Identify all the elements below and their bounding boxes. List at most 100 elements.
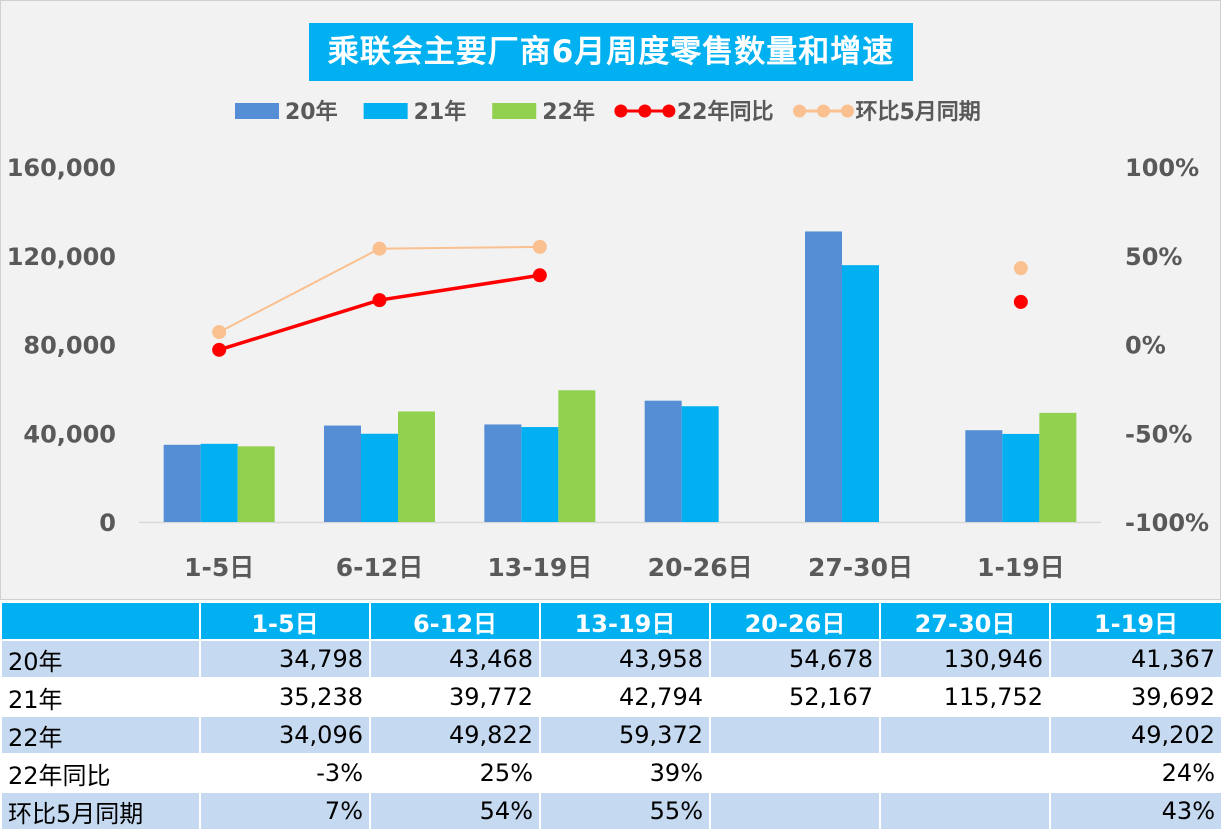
table-cell: 34,096	[199, 715, 371, 755]
y-left-tick-label: 160,000	[7, 154, 116, 182]
series-marker	[372, 293, 387, 308]
table-cell: 59,372	[539, 715, 711, 755]
table-header-row: 1-5日 6-12日 13-19日 20-26日 27-30日 1-19日	[0, 601, 1221, 641]
legend-swatch	[638, 104, 652, 118]
y-left-tick-label: 40,000	[23, 420, 116, 448]
table-row: 22年 34,096 49,822 59,372 49,202	[0, 715, 1221, 755]
legend-label: 22年	[542, 99, 595, 125]
table-row: 环比5月同期 7% 54% 55% 43%	[0, 791, 1221, 831]
series-marker	[532, 239, 547, 254]
table-cell	[709, 715, 881, 755]
bar	[842, 265, 879, 522]
table-header-cell: 13-19日	[539, 601, 711, 641]
bar	[361, 433, 398, 522]
table-cell: 130,946	[879, 639, 1051, 679]
table-cell: 52,167	[709, 677, 881, 717]
y-right-tick-label: -50%	[1125, 420, 1192, 448]
table-cell	[879, 753, 1051, 793]
series-marker	[1013, 294, 1028, 309]
table-cell: 43,958	[539, 639, 711, 679]
bar	[1039, 412, 1077, 522]
legend-swatch	[614, 104, 628, 118]
y-right-tick-label: 50%	[1125, 243, 1182, 271]
y-left-tick-label: 0	[99, 509, 116, 537]
table-cell: 42,794	[539, 677, 711, 717]
bar	[644, 400, 682, 522]
table-cell: 39,772	[369, 677, 541, 717]
bar	[324, 425, 361, 522]
bar	[200, 443, 238, 522]
table-header-cell: 1-19日	[1049, 601, 1221, 641]
y-left-tick-label: 120,000	[7, 243, 116, 271]
x-tick-label: 6-12日	[336, 553, 424, 582]
table-cell: 54%	[369, 791, 541, 831]
series-marker	[532, 268, 547, 283]
row-label: 22年同比	[0, 753, 201, 793]
table-cell: 43,468	[369, 639, 541, 679]
table-row: 21年 35,238 39,772 42,794 52,167 115,752 …	[0, 677, 1221, 717]
series-marker	[212, 325, 227, 340]
legend-swatch	[793, 104, 806, 118]
table-cell: 35,238	[199, 677, 371, 717]
table-cell	[879, 791, 1051, 831]
legend-swatch	[817, 104, 830, 118]
table-cell	[709, 753, 881, 793]
series-marker	[1013, 261, 1028, 276]
x-tick-label: 1-5日	[184, 553, 254, 582]
table-header-cell: 27-30日	[879, 601, 1051, 641]
table-cell: -3%	[199, 753, 371, 793]
legend-swatch	[235, 103, 279, 119]
table-cell: 7%	[199, 791, 371, 831]
data-table: 1-5日 6-12日 13-19日 20-26日 27-30日 1-19日 20…	[0, 601, 1221, 831]
row-label: 环比5月同期	[0, 791, 201, 831]
table-cell	[709, 791, 881, 831]
y-left-tick-label: 80,000	[23, 332, 116, 360]
bar	[681, 406, 719, 522]
table-cell: 39%	[539, 753, 711, 793]
y-right-tick-label: 0%	[1125, 332, 1166, 360]
table-cell: 54,678	[709, 639, 881, 679]
bar	[965, 430, 1003, 522]
table-cell: 39,692	[1049, 677, 1221, 717]
bar	[484, 424, 522, 522]
table-cell: 25%	[369, 753, 541, 793]
table-cell: 34,798	[199, 639, 371, 679]
y-right-tick-label: 100%	[1125, 154, 1199, 182]
table-cell: 55%	[539, 791, 711, 831]
legend-label: 环比5月同期	[856, 100, 981, 125]
legend-swatch	[662, 104, 676, 118]
row-label: 22年	[0, 715, 201, 755]
chart-svg: 160,000 120,000 80,000 40,000 0 100% 50% 0% -50%…	[7, 99, 1209, 582]
table-cell: 24%	[1049, 753, 1221, 793]
table-cell: 49,822	[369, 715, 541, 755]
series-line	[218, 273, 541, 352]
legend-label: 21年	[414, 99, 467, 125]
row-label: 21年	[0, 677, 201, 717]
legend-swatch	[363, 103, 408, 119]
x-tick-label: 13-19日	[487, 553, 592, 582]
table-cell: 41,367	[1049, 639, 1221, 679]
bar	[398, 411, 435, 522]
chart-area: 乘联会主要厂商6月周度零售数量和增速 160,000 120,000 80,000 4…	[0, 0, 1221, 600]
table-row: 20年 34,798 43,468 43,958 54,678 130,946 …	[0, 639, 1221, 679]
table-cell: 115,752	[879, 677, 1051, 717]
table-header-cell: 20-26日	[709, 601, 881, 641]
legend-swatch	[492, 103, 537, 119]
x-tick-label: 27-30日	[808, 553, 913, 582]
series-line	[218, 245, 540, 333]
chart-title: 乘联会主要厂商6月周度零售数量和增速	[309, 23, 913, 81]
legend-label: 20年	[285, 99, 338, 125]
table-header-cell	[0, 601, 201, 641]
bar	[805, 231, 842, 522]
legend-label: 22年同比	[677, 99, 774, 125]
series-marker	[212, 342, 227, 357]
table-cell	[879, 715, 1051, 755]
bar	[558, 390, 596, 522]
x-tick-label: 20-26日	[648, 553, 753, 582]
y-right-tick-label: -100%	[1125, 509, 1209, 537]
table-header-cell: 1-5日	[199, 601, 371, 641]
bar	[163, 444, 201, 522]
bar	[521, 427, 559, 522]
row-label: 20年	[0, 639, 201, 679]
bar	[237, 446, 275, 522]
